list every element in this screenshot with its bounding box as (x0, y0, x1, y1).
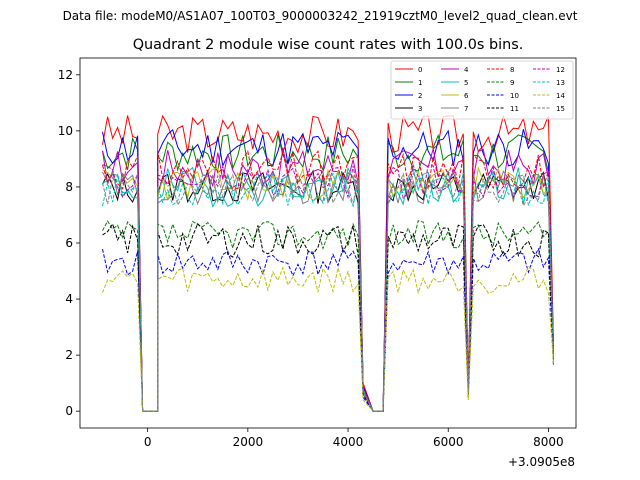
y-tick-label: 12 (58, 68, 73, 82)
legend-label-0: 0 (418, 66, 422, 74)
y-tick-label: 0 (65, 404, 73, 418)
series-line-10 (102, 247, 554, 412)
series-line-9 (102, 220, 554, 412)
y-tick-label: 4 (65, 292, 73, 306)
series-line-13 (102, 171, 554, 412)
series-line-8 (102, 150, 554, 412)
legend-label-8: 8 (510, 66, 514, 74)
legend-label-2: 2 (418, 92, 422, 100)
legend-label-3: 3 (418, 105, 422, 113)
series-line-15 (102, 172, 554, 412)
legend-label-10: 10 (510, 92, 519, 100)
legend-label-7: 7 (464, 105, 468, 113)
legend-label-13: 13 (556, 79, 565, 87)
x-tick-label: 4000 (333, 435, 364, 449)
y-tick-label: 2 (65, 348, 73, 362)
series-line-1 (102, 133, 554, 412)
y-tick-label: 10 (58, 124, 73, 138)
series-line-2 (102, 129, 554, 412)
y-tick-label: 8 (65, 180, 73, 194)
x-offset-label: +3.0905e8 (508, 455, 575, 469)
legend-box (390, 60, 574, 120)
axes-frame (79, 57, 577, 429)
x-tick-label: 2000 (233, 435, 264, 449)
series-line-14 (102, 265, 554, 412)
legend-label-14: 14 (556, 92, 565, 100)
figure-suptitle: Data file: modeM0/AS1A07_100T03_90000032… (63, 9, 578, 23)
legend-label-15: 15 (556, 105, 565, 113)
y-tick-label: 6 (65, 236, 73, 250)
series-line-11 (102, 222, 554, 412)
legend-label-9: 9 (510, 79, 514, 87)
x-tick-label: 8000 (533, 435, 564, 449)
chart-title: Quadrant 2 module wise count rates with … (133, 37, 524, 53)
x-tick-label: 0 (144, 435, 152, 449)
legend-label-11: 11 (510, 105, 519, 113)
legend-label-12: 12 (556, 66, 565, 74)
legend-label-4: 4 (464, 66, 469, 74)
x-tick-label: 6000 (433, 435, 464, 449)
series-line-3 (102, 169, 554, 412)
legend-label-1: 1 (418, 79, 422, 87)
series-line-12 (102, 163, 554, 412)
legend-label-6: 6 (464, 92, 469, 100)
series-lines (102, 114, 554, 412)
legend-label-5: 5 (464, 79, 468, 87)
